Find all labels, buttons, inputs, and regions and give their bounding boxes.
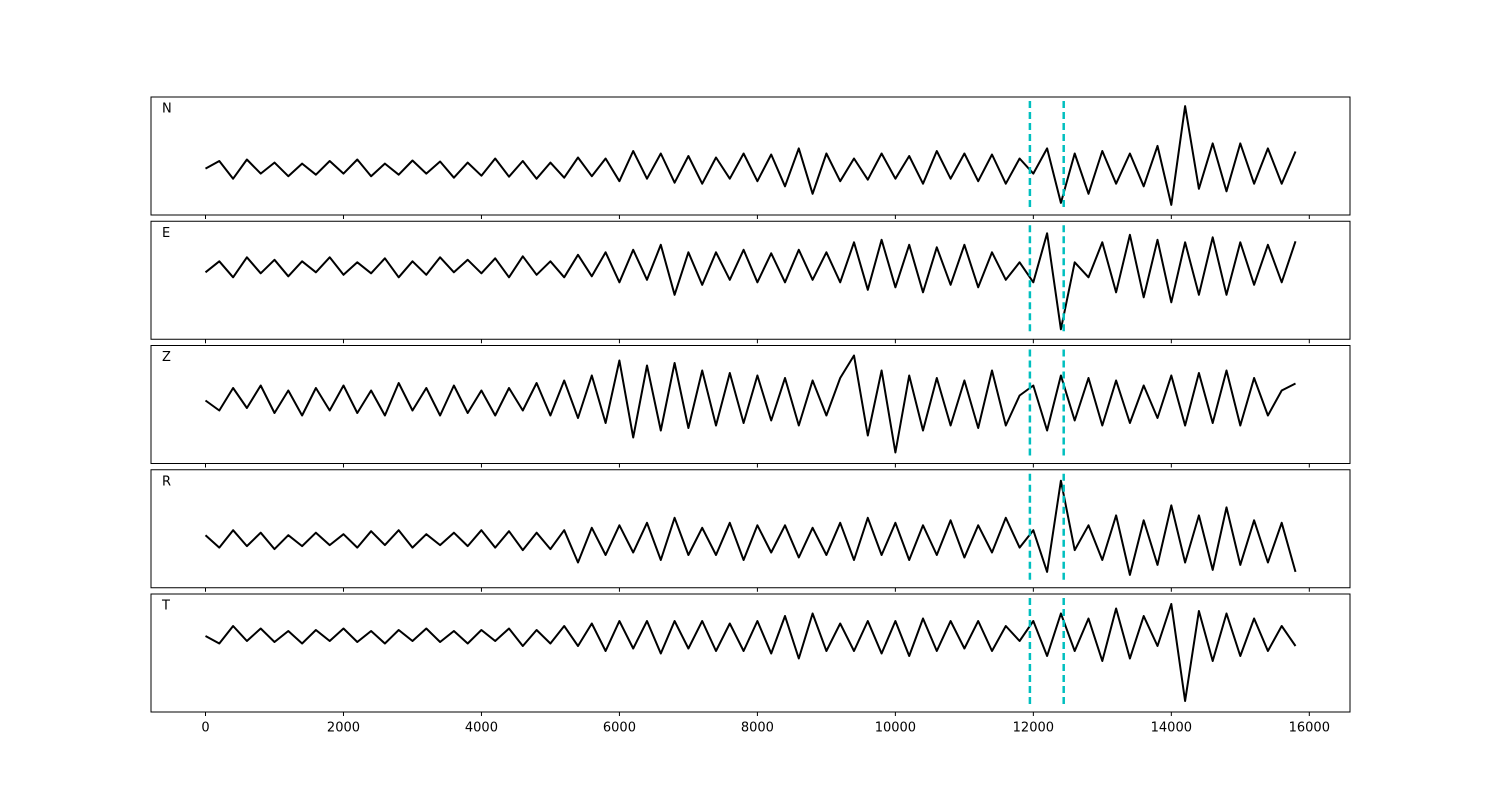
panel-frame — [150, 96, 1351, 216]
x-tick-label: 10000 — [875, 721, 916, 736]
x-tick-label: 6000 — [603, 721, 636, 736]
panel-label: Z — [162, 350, 171, 365]
panel-label: N — [162, 102, 172, 117]
panel-label: E — [162, 226, 170, 241]
x-tick-label: 2000 — [327, 721, 360, 736]
panel-frame — [150, 593, 1351, 713]
x-tick-label: 12000 — [1013, 721, 1054, 736]
panel-frame — [150, 469, 1351, 589]
trace-line — [204, 232, 1297, 331]
trace-line — [204, 479, 1297, 576]
trace-line — [205, 603, 1297, 702]
x-tick-label: 8000 — [741, 721, 774, 736]
trace-line — [205, 105, 1297, 206]
panel-frame — [150, 345, 1351, 464]
x-tick-label: 4000 — [465, 721, 498, 736]
panel-label: R — [162, 474, 171, 489]
trace-line — [204, 354, 1296, 454]
x-tick-label: 0 — [201, 721, 209, 736]
x-tick-label: 16000 — [1289, 721, 1330, 736]
panel-label: T — [161, 599, 170, 614]
panel-frame — [150, 220, 1351, 340]
x-tick-label: 14000 — [1151, 721, 1192, 736]
